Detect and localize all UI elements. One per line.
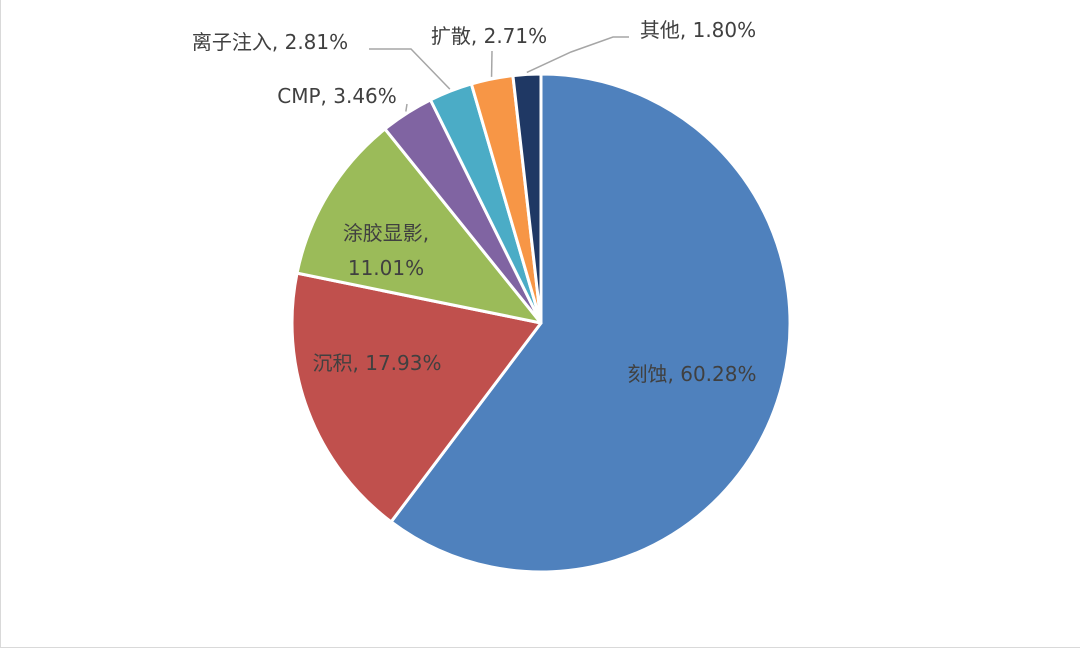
pie-slice-etch <box>389 72 792 574</box>
leader-line-cmp <box>405 103 408 112</box>
data-label-deposition: 沉积, 17.93% <box>313 351 442 375</box>
leader-line-ion-implant <box>369 48 451 90</box>
data-label-coating-line2: 11.01% <box>348 256 424 280</box>
leader-line-other <box>526 36 629 74</box>
leader-lines <box>369 36 629 112</box>
data-labels: 刻蚀, 60.28% 沉积, 17.93% 涂胶显影, 11.01% CMP, … <box>192 18 757 386</box>
pie-slices <box>290 72 792 574</box>
data-label-diffusion: 扩散, 2.71% <box>431 24 547 48</box>
data-label-other: 其他, 1.80% <box>640 18 756 42</box>
data-label-coating-line1: 涂胶显影, <box>343 221 429 245</box>
pie-slice-other <box>511 72 543 325</box>
pie-slice-coating <box>295 127 543 325</box>
data-label-etch: 刻蚀, 60.28% <box>628 362 757 386</box>
data-label-cmp: CMP, 3.46% <box>277 84 397 108</box>
pie-slice-deposition <box>290 271 543 524</box>
data-label-ion-implant: 离子注入, 2.81% <box>192 30 348 54</box>
